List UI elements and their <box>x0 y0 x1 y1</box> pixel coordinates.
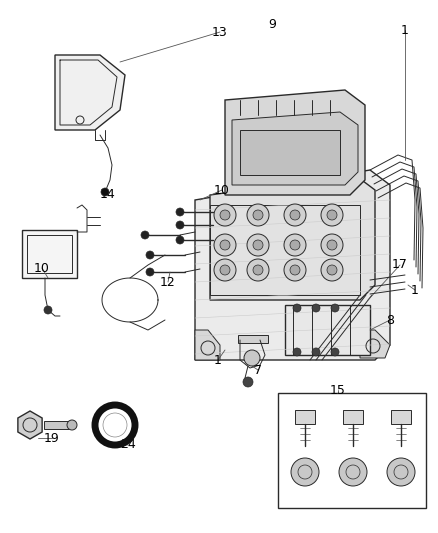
Circle shape <box>253 210 263 220</box>
Bar <box>44 421 69 429</box>
Text: 19: 19 <box>44 432 60 445</box>
Circle shape <box>146 268 154 276</box>
Circle shape <box>293 304 301 312</box>
Circle shape <box>101 188 109 196</box>
Circle shape <box>220 240 230 250</box>
Circle shape <box>327 210 337 220</box>
Circle shape <box>387 458 415 486</box>
Circle shape <box>331 304 339 312</box>
Text: 9: 9 <box>268 19 276 31</box>
Circle shape <box>67 420 77 430</box>
Circle shape <box>220 265 230 275</box>
Circle shape <box>247 204 269 226</box>
Circle shape <box>214 259 236 281</box>
Circle shape <box>321 259 343 281</box>
Circle shape <box>247 259 269 281</box>
Circle shape <box>247 234 269 256</box>
Text: 15: 15 <box>330 384 346 397</box>
Circle shape <box>244 350 260 366</box>
Circle shape <box>339 458 367 486</box>
Circle shape <box>291 458 319 486</box>
Bar <box>285 305 370 355</box>
Circle shape <box>312 348 320 356</box>
Polygon shape <box>195 170 390 360</box>
Circle shape <box>253 240 263 250</box>
Text: 17: 17 <box>392 259 408 271</box>
Circle shape <box>44 306 52 314</box>
Circle shape <box>141 231 149 239</box>
Polygon shape <box>18 411 42 439</box>
Text: 1: 1 <box>401 23 409 36</box>
Circle shape <box>321 234 343 256</box>
Text: 7: 7 <box>254 364 262 376</box>
Circle shape <box>176 236 184 244</box>
Text: 1: 1 <box>411 284 419 296</box>
Text: 8: 8 <box>386 313 394 327</box>
Text: 24: 24 <box>120 439 136 451</box>
Polygon shape <box>232 112 358 185</box>
Text: 10: 10 <box>34 262 50 274</box>
Circle shape <box>243 377 253 387</box>
Circle shape <box>214 234 236 256</box>
Text: 13: 13 <box>212 26 228 38</box>
Circle shape <box>321 204 343 226</box>
Circle shape <box>284 204 306 226</box>
Circle shape <box>146 251 154 259</box>
Bar <box>240 130 340 175</box>
Polygon shape <box>195 330 220 360</box>
Polygon shape <box>210 175 375 300</box>
Bar <box>238 335 268 343</box>
Circle shape <box>312 304 320 312</box>
Circle shape <box>290 265 300 275</box>
Text: 10: 10 <box>214 183 230 197</box>
Circle shape <box>327 265 337 275</box>
Circle shape <box>284 259 306 281</box>
Text: 14: 14 <box>100 189 116 201</box>
Bar <box>27 235 72 273</box>
Circle shape <box>176 208 184 216</box>
Polygon shape <box>225 90 365 195</box>
Bar <box>343 410 363 424</box>
Circle shape <box>290 240 300 250</box>
Circle shape <box>176 221 184 229</box>
Polygon shape <box>55 55 125 130</box>
Text: 12: 12 <box>160 276 176 288</box>
Circle shape <box>331 348 339 356</box>
Bar <box>210 205 360 295</box>
Text: 1: 1 <box>214 353 222 367</box>
Circle shape <box>293 348 301 356</box>
Circle shape <box>284 234 306 256</box>
Bar <box>22 230 77 278</box>
Polygon shape <box>360 330 390 358</box>
Bar <box>295 410 315 424</box>
Circle shape <box>290 210 300 220</box>
Bar <box>278 393 426 508</box>
Circle shape <box>327 240 337 250</box>
Circle shape <box>220 210 230 220</box>
Circle shape <box>214 204 236 226</box>
Circle shape <box>253 265 263 275</box>
Bar <box>391 410 411 424</box>
